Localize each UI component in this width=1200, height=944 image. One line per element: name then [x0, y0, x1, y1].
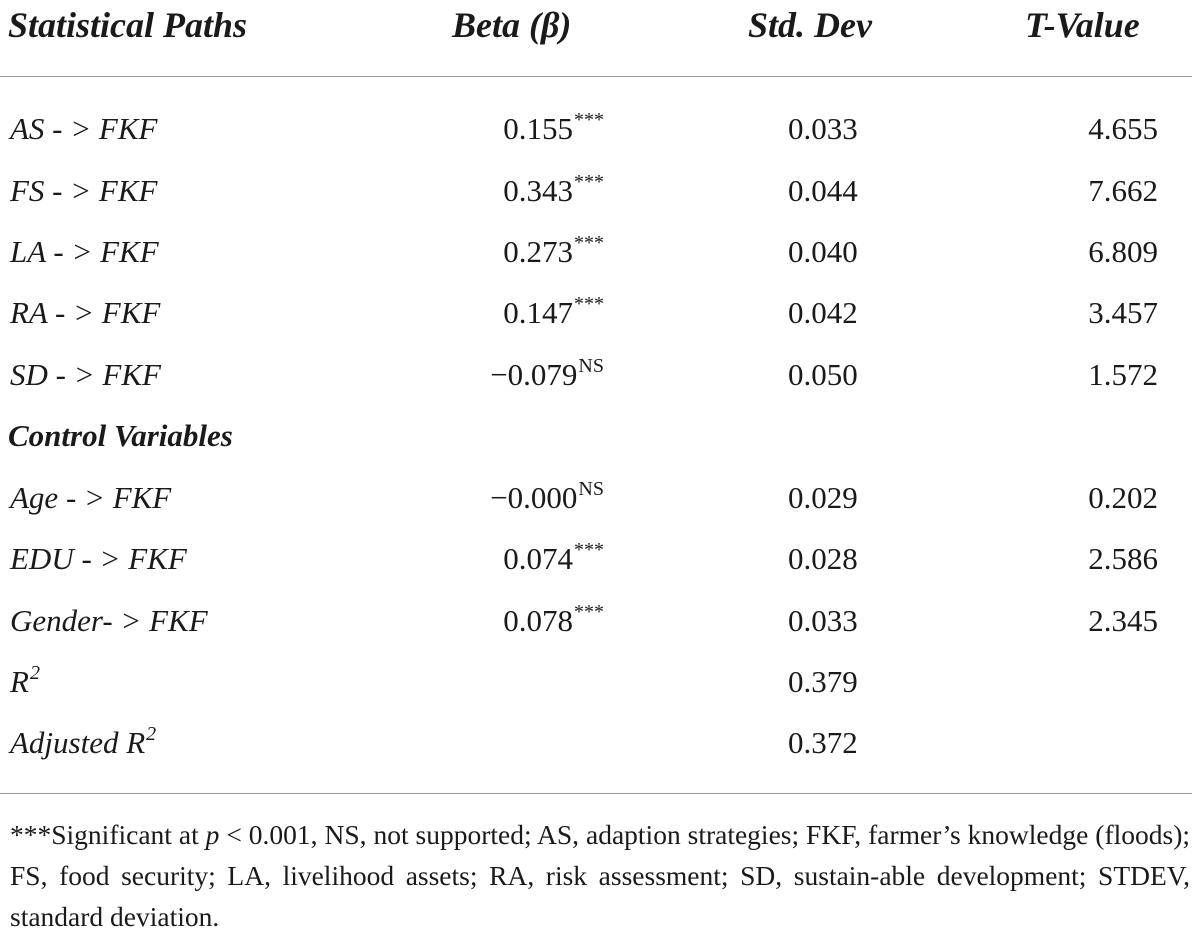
- path-cell: EDU - > FKF: [10, 541, 187, 576]
- beta-cell: 0.155***: [454, 104, 604, 158]
- path-cell: FS - > FKF: [10, 173, 158, 208]
- path-cell: Age - > FKF: [10, 480, 172, 515]
- t-value-cell: 0.202: [1088, 480, 1158, 515]
- significance-marker: ***: [574, 109, 604, 131]
- t-value-cell: 2.345: [1088, 603, 1158, 638]
- beta-cell: 0.074***: [454, 534, 604, 588]
- path-cell: RA - > FKF: [10, 295, 161, 330]
- header-std-dev: Std. Dev: [748, 5, 872, 45]
- table-row: EDU - > FKF 0.074*** 0.028 2.586: [0, 534, 1200, 584]
- significance-marker: NS: [578, 478, 604, 500]
- significance-marker: ***: [574, 171, 604, 193]
- table-row: LA - > FKF 0.273*** 0.040 6.809: [0, 227, 1200, 277]
- significance-marker: NS: [578, 355, 604, 377]
- beta-cell: 0.147***: [454, 288, 604, 342]
- t-value-cell: 3.457: [1088, 295, 1158, 330]
- std-dev-cell: 0.050: [788, 357, 858, 392]
- std-dev-cell: 0.033: [788, 603, 858, 638]
- t-value-cell: 2.586: [1088, 541, 1158, 576]
- std-dev-cell: 0.044: [788, 173, 858, 208]
- beta-cell: 0.078***: [454, 596, 604, 650]
- std-dev-cell: 0.040: [788, 234, 858, 269]
- beta-value: −0.000: [490, 480, 578, 515]
- section-row: Control Variables: [0, 411, 1200, 461]
- beta-value: 0.078: [503, 603, 573, 638]
- beta-value: −0.079: [490, 357, 578, 392]
- table-footnote: ***Significant at p < 0.001, NS, not sup…: [10, 814, 1190, 937]
- path-cell: LA - > FKF: [10, 234, 159, 269]
- beta-value: 0.273: [503, 234, 573, 269]
- r-squared-row: R2 0.379: [0, 657, 1200, 707]
- section-label: Control Variables: [8, 418, 233, 453]
- header-t-value: T-Value: [1025, 5, 1140, 45]
- beta-value: 0.147: [503, 295, 573, 330]
- std-dev-cell: 0.029: [788, 480, 858, 515]
- std-dev-cell: 0.042: [788, 295, 858, 330]
- beta-value: 0.343: [503, 173, 573, 208]
- significance-marker: ***: [574, 293, 604, 315]
- footnote-part-1: ***Significant at: [10, 819, 206, 850]
- table-row: FS - > FKF 0.343*** 0.044 7.662: [0, 166, 1200, 216]
- beta-cell: −0.000NS: [454, 473, 604, 527]
- path-cell: SD - > FKF: [10, 357, 161, 392]
- footnote-p-symbol: p: [205, 819, 220, 850]
- header-rule: [0, 76, 1192, 77]
- header-beta: Beta (β): [452, 5, 572, 45]
- t-value-cell: 4.655: [1088, 111, 1158, 146]
- table-row: AS - > FKF 0.155*** 0.033 4.655: [0, 104, 1200, 154]
- significance-marker: ***: [574, 601, 604, 623]
- path-cell: Gender- > FKF: [10, 603, 208, 638]
- std-dev-cell: 0.028: [788, 541, 858, 576]
- beta-value: 0.074: [503, 541, 573, 576]
- beta-cell: 0.273***: [454, 227, 604, 281]
- adjusted-r-squared-row: Adjusted R2 0.372: [0, 718, 1200, 768]
- table-row: SD - > FKF −0.079NS 0.050 1.572: [0, 350, 1200, 400]
- adjusted-r-squared-label: Adjusted R2: [10, 718, 156, 772]
- beta-value: 0.155: [503, 111, 573, 146]
- header-statistical-paths: Statistical Paths: [8, 5, 248, 45]
- r-squared-value: 0.379: [788, 664, 858, 699]
- adjusted-r-squared-value: 0.372: [788, 725, 858, 760]
- t-value-cell: 7.662: [1088, 173, 1158, 208]
- significance-marker: ***: [574, 232, 604, 254]
- superscript: 2: [29, 662, 40, 684]
- r-squared-label: R2: [10, 657, 40, 711]
- beta-cell: 0.343***: [454, 166, 604, 220]
- table-row: Age - > FKF −0.000NS 0.029 0.202: [0, 473, 1200, 523]
- t-value-cell: 6.809: [1088, 234, 1158, 269]
- path-cell: AS - > FKF: [10, 111, 158, 146]
- std-dev-cell: 0.033: [788, 111, 858, 146]
- adjusted-r-squared-label-text: Adjusted R: [10, 725, 146, 760]
- t-value-cell: 1.572: [1088, 357, 1158, 392]
- table-row: RA - > FKF 0.147*** 0.042 3.457: [0, 288, 1200, 338]
- footer-rule: [0, 793, 1192, 794]
- significance-marker: ***: [574, 539, 604, 561]
- r-squared-label-text: R: [10, 664, 29, 699]
- superscript: 2: [146, 723, 157, 745]
- beta-cell: −0.079NS: [454, 350, 604, 404]
- footnote-part-2: < 0.001, NS, not supported; AS, adaption…: [10, 819, 1190, 932]
- table-row: Gender- > FKF 0.078*** 0.033 2.345: [0, 596, 1200, 646]
